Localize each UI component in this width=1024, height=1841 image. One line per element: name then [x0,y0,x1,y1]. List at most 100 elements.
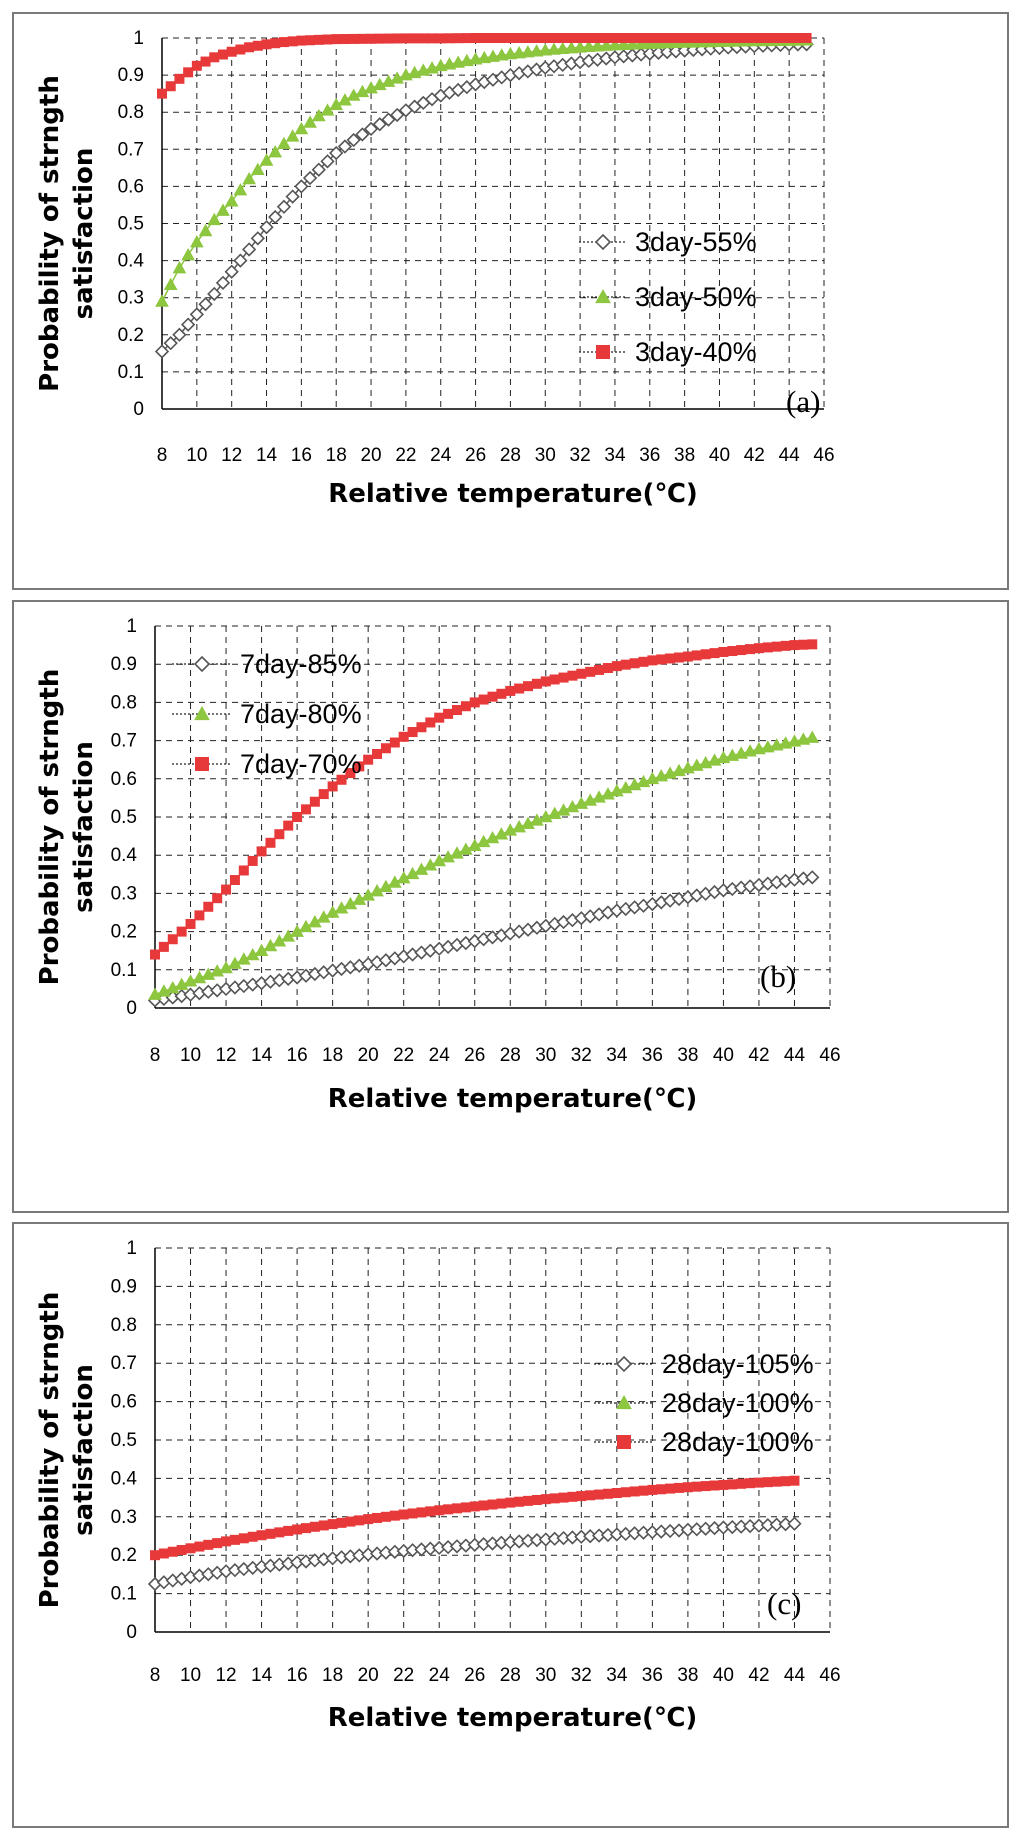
x-tick-label-a: 12 [221,445,242,466]
y-tick-label-c: 0 [126,1622,137,1643]
data-point-a-2 [522,33,533,43]
data-point-a-2 [758,33,769,43]
data-point-b-2 [629,658,640,669]
data-point-a-2 [331,34,342,45]
y-axis-title-b: Probability of strngth [35,669,65,986]
data-point-b-2 [496,688,507,699]
data-point-a-1 [294,121,309,135]
data-point-c-2 [229,1534,240,1545]
data-point-c-2 [283,1525,294,1536]
x-tick-label-a: 26 [465,445,486,466]
data-point-c-2 [496,1498,507,1509]
data-point-b-2 [789,640,800,651]
x-tick-label-a: 28 [500,445,521,466]
data-point-c-2 [176,1545,187,1556]
data-point-a-2 [435,33,446,44]
data-point-a-2 [688,33,699,43]
data-point-a-1 [268,145,283,158]
data-point-a-2 [470,33,481,43]
y-tick-label-b: 0.3 [111,883,137,904]
data-point-a-2 [662,33,673,43]
data-point-b-1 [174,977,189,990]
data-point-a-1 [285,129,300,142]
x-tick-label-b: 38 [677,1045,698,1066]
x-tick-label-a: 38 [674,445,695,466]
legend-label-b-0: 7day-85% [240,649,362,679]
data-point-c-2 [753,1477,764,1488]
data-point-c-2 [443,1504,454,1515]
data-point-a-2 [653,33,664,43]
data-point-b-2 [514,683,525,694]
data-point-b-1 [467,838,482,851]
x-tick-label-c: 12 [215,1665,236,1686]
data-point-c-2 [380,1511,391,1522]
x-tick-label-a: 34 [604,445,626,466]
data-point-c-2 [336,1517,347,1528]
data-point-c-2 [558,1492,569,1503]
x-tick-label-a: 32 [570,445,591,466]
data-point-a-2 [514,33,525,43]
y-tick-label-a: 0.7 [118,139,144,160]
data-point-a-2 [296,35,307,46]
data-point-a-2 [496,33,507,43]
data-point-b-1 [547,806,562,819]
x-tick-label-c: 38 [677,1665,698,1686]
x-tick-label-c: 28 [500,1665,521,1686]
data-point-b-2 [682,651,693,662]
data-point-a-0 [337,139,353,154]
legend-label-c-1: 28day-100% [662,1388,814,1418]
data-point-a-2 [670,33,681,43]
legend-marker-b-0 [193,655,211,673]
x-tick-label-b: 8 [150,1045,161,1066]
data-point-a-2 [209,52,220,63]
data-point-a-0 [181,317,196,332]
data-point-b-2 [709,648,720,659]
x-tick-label-a: 40 [709,445,730,466]
data-point-a-2 [427,33,438,44]
data-point-b-2 [647,655,658,666]
data-point-b-2 [540,676,551,687]
data-point-b-2 [380,743,391,754]
data-point-a-2 [548,33,559,43]
data-point-b-2 [620,659,631,670]
chart-panel-a: 8 10 12 14 16 18 20 22 24 26 28 30 32 34 36 38 40 42 44 46 0… [12,12,1009,590]
data-point-b-1 [441,850,455,863]
data-point-c-2 [602,1488,613,1499]
data-point-b-2 [372,748,383,759]
x-tick-label-a: 20 [360,445,381,466]
series-line-b-2 [154,643,813,956]
data-point-c-2 [709,1480,720,1491]
data-point-c-2 [762,1477,773,1488]
data-point-a-2 [636,33,647,43]
legend-label-c-0: 28day-105% [662,1349,814,1379]
x-tick-label-b: 10 [180,1045,201,1066]
data-point-a-2 [749,33,760,43]
data-point-b-2 [558,672,569,683]
x-axis-title-a: Relative temperature(℃) [328,479,698,509]
legend-marker-c-0 [615,1355,633,1373]
data-point-a-2 [714,33,725,43]
data-point-a-2 [252,40,263,51]
legend-marker-a-2 [596,345,610,359]
data-point-c-2 [531,1495,542,1505]
y-tick-label-b: 0.5 [111,807,137,828]
data-point-c-2 [354,1515,365,1526]
data-point-b-1 [201,967,216,980]
data-point-a-0 [224,264,239,279]
data-point-a-0 [154,344,170,359]
data-point-a-2 [505,33,516,43]
data-point-a-1 [616,37,631,50]
legend-marker-c-1 [616,1394,632,1410]
data-point-a-2 [531,33,542,43]
data-point-c-2 [434,1505,445,1516]
y-tick-label-b: 0.7 [111,731,137,752]
x-tick-label-c: 32 [571,1665,592,1686]
data-point-b-2 [771,641,782,652]
x-tick-label-b: 30 [535,1045,556,1066]
data-point-a-1 [555,41,570,55]
y-tick-label-b: 1 [126,616,137,637]
data-point-b-1 [503,823,518,836]
data-point-b-2 [745,644,756,655]
data-point-c-2 [185,1543,196,1554]
data-point-b-1 [183,974,198,987]
